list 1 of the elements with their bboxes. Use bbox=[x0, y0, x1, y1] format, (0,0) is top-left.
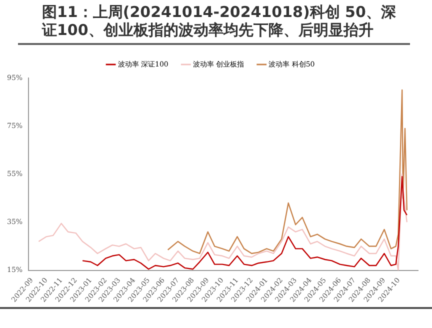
chart-title: 图11：上周(20241014-20241018)科创 50、深证100、创业板指的波动率均先下降、后明显抬升 bbox=[18, 0, 410, 45]
